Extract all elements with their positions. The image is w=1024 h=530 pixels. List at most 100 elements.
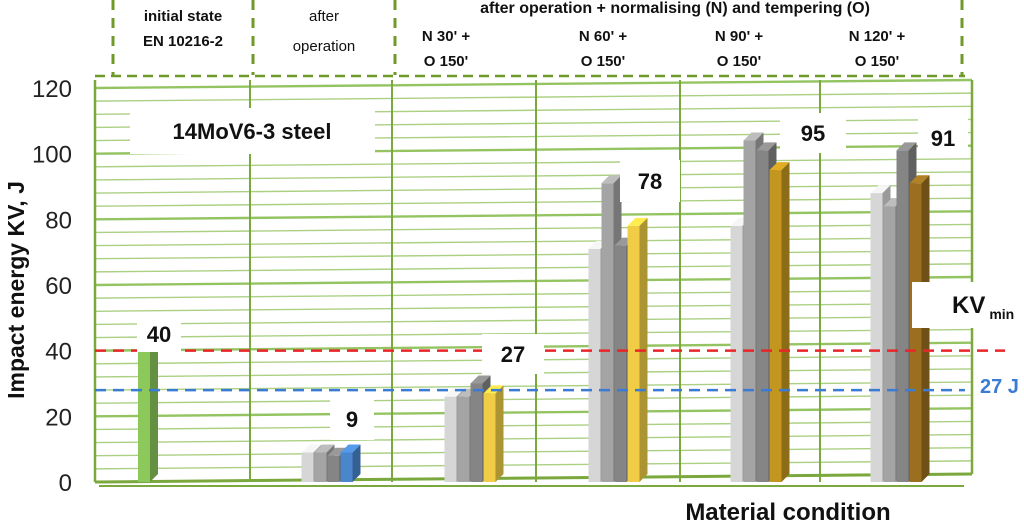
bar (769, 162, 790, 483)
bar-front (138, 350, 150, 482)
bar (340, 444, 361, 482)
bar-front (301, 452, 314, 482)
y-tick-label: 60 (45, 273, 72, 300)
header-subgroup-line2: O 150' (581, 53, 625, 70)
header-after-line2: operation (293, 38, 356, 55)
bar-front (896, 150, 909, 482)
value-label-box (330, 398, 374, 440)
bar-front (870, 193, 883, 483)
x-axis-label: Material condition (685, 499, 890, 525)
bar-front (769, 170, 782, 483)
grid-line (94, 92, 973, 102)
value-label-box (620, 160, 680, 202)
bar-front (483, 393, 496, 482)
grid-line (94, 275, 973, 287)
value-label: 27 (501, 342, 525, 367)
bar-side (495, 385, 504, 482)
value-label-box (918, 118, 968, 158)
bar-top (601, 175, 622, 184)
value-label: 9 (346, 407, 358, 432)
bar-front (314, 452, 327, 482)
grid-line (94, 381, 973, 391)
grid-line (94, 328, 973, 339)
value-label-box (137, 316, 181, 352)
label-27j: 27 J (980, 376, 1019, 398)
kv-label-main: KV (952, 292, 985, 319)
bar-front (327, 455, 340, 482)
grid-line (94, 184, 973, 194)
header-subgroup-line1: N 30' + (422, 28, 470, 45)
grid-line (94, 315, 973, 326)
bar-front (614, 245, 627, 482)
bar-top (756, 142, 777, 151)
y-tick-label: 120 (32, 76, 72, 103)
grid-line (94, 236, 973, 247)
bar-side (921, 175, 930, 482)
header-treatment-group: after operation + normalising (N) and te… (480, 0, 870, 17)
bar-top (909, 175, 930, 184)
bar-top (470, 375, 491, 384)
header-subgroup-line2: O 150' (855, 53, 899, 70)
header-initial-line1: initial state (144, 8, 222, 25)
bar-front (444, 396, 457, 482)
grid-line (94, 289, 973, 299)
kv-min-label: KV min (952, 292, 1014, 322)
header-after-line1: after (309, 8, 339, 25)
bar-top (327, 447, 348, 456)
grid-line (94, 447, 973, 457)
bar-side (150, 342, 158, 482)
grid-line (94, 263, 973, 273)
header-subgroup-line1: N 120' + (849, 28, 906, 45)
grid-line (94, 210, 973, 221)
header-initial-line2: EN 10216-2 (143, 33, 223, 50)
value-label-box (482, 334, 544, 374)
bar-side (352, 444, 361, 482)
title-box (130, 108, 375, 154)
bar-front (730, 225, 743, 482)
grid-line (94, 158, 973, 168)
grid-line (94, 420, 973, 431)
grid-line (94, 394, 973, 404)
bar-front (588, 248, 601, 482)
value-label: 95 (801, 121, 825, 146)
bar-front (909, 183, 922, 482)
bar-front (470, 383, 483, 482)
grid-line (94, 171, 973, 181)
chart-title: 14MoV6-3 steel (173, 119, 332, 144)
y-tick-label: 20 (45, 404, 72, 431)
bar (483, 385, 504, 482)
value-label: 78 (638, 169, 662, 194)
bar-front (627, 225, 640, 482)
grid-line (94, 433, 973, 444)
bar-front (756, 150, 769, 482)
grid-line (94, 78, 973, 90)
bar-top (896, 142, 917, 151)
kv-label-subscript: min (989, 306, 1014, 322)
bar-front (601, 183, 614, 482)
grid-line (94, 302, 973, 312)
value-label-box (780, 113, 846, 153)
grid-line (94, 250, 973, 260)
x-axis-line (94, 472, 973, 484)
bar (138, 342, 158, 482)
y-axis-label: Impact energy KV, J (3, 181, 29, 399)
bar (909, 175, 930, 482)
header-subgroup-line1: N 60' + (579, 28, 627, 45)
grid-line (94, 407, 973, 418)
bar-front (743, 140, 756, 483)
bar-top (870, 185, 891, 194)
y-tick-label: 40 (45, 339, 72, 366)
bar-top (743, 132, 764, 141)
bar-top (314, 444, 335, 453)
y-tick-label: 100 (32, 142, 72, 169)
bar-top (769, 162, 790, 171)
header-subgroup-line1: N 90' + (715, 28, 763, 45)
grid-lines (94, 78, 973, 484)
value-label: 91 (931, 126, 955, 151)
value-label: 40 (147, 322, 171, 347)
grid-line (94, 460, 973, 470)
bar-top (627, 217, 648, 226)
y-tick-label: 0 (59, 470, 72, 497)
